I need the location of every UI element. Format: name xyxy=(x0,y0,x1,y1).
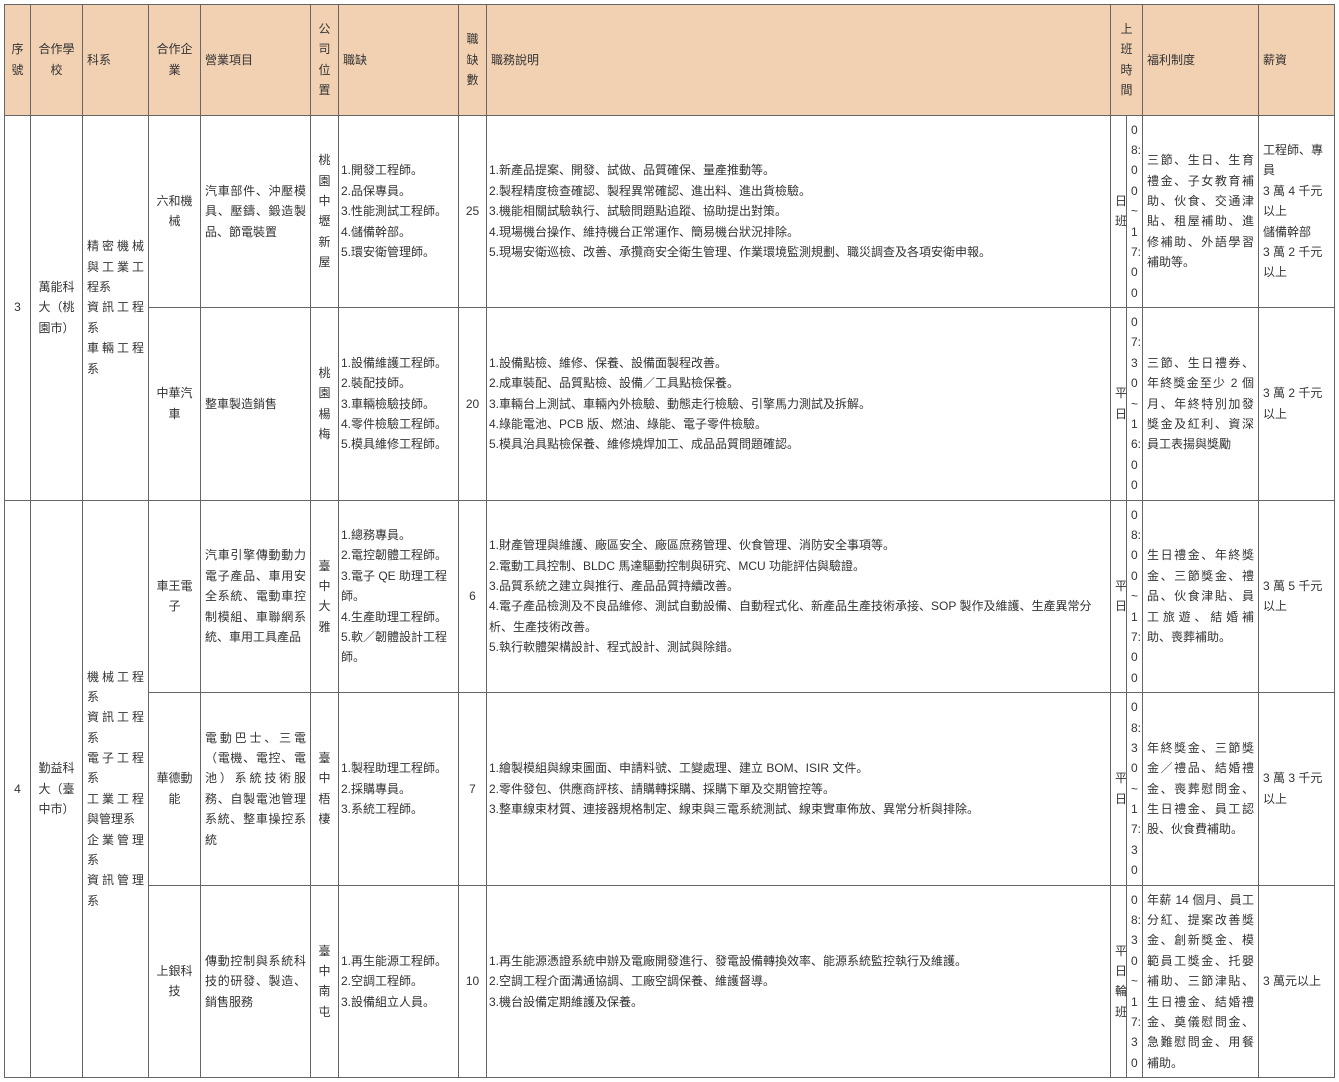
cell-welfare: 三節、生日、生育禮金、子女教育補助、伙食、交通津貼、租屋補助、進修補助、外語學習… xyxy=(1143,115,1259,308)
cell-time: 07:30~16:00 xyxy=(1127,308,1143,501)
cell-company: 上銀科技 xyxy=(149,885,201,1078)
cell-school: 萬能科大（桃園市） xyxy=(31,115,83,500)
col-welfare: 福利制度 xyxy=(1143,5,1259,116)
cell-count: 7 xyxy=(459,693,487,886)
cell-time: 08:30~17:30 xyxy=(1127,693,1143,886)
col-dept: 科系 xyxy=(83,5,149,116)
col-location: 公司位置 xyxy=(311,5,339,116)
cell-positions: 1.再生能源工程師。2.空調工程師。3.設備組立人員。 xyxy=(339,885,459,1078)
cell-salary: 3 萬 2 千元以上 xyxy=(1259,308,1335,501)
table-row: 華德動能電動巴士、三電（電機、電控、電池）系統技術服務、自製電池管理系統、整車操… xyxy=(5,693,1335,886)
table-row: 4勤益科大（臺中市）機械工程系資訊工程系電子工程系工業工程與管理系企業管理系資訊… xyxy=(5,500,1335,693)
cell-count: 10 xyxy=(459,885,487,1078)
cell-business: 傳動控制與系統科技的研發、製造、銷售服務 xyxy=(201,885,311,1078)
cell-description: 1.財產管理與維護、廠區安全、廠區庶務管理、伙食管理、消防安全事項等。2.電動工… xyxy=(487,500,1111,693)
cell-shift: 平日 xyxy=(1111,500,1127,693)
col-salary: 薪資 xyxy=(1259,5,1335,116)
cell-positions: 1.開發工程師。2.品保專員。3.性能測試工程師。4.儲備幹部。5.環安衛管理師… xyxy=(339,115,459,308)
cell-seq: 4 xyxy=(5,500,31,1078)
cell-count: 20 xyxy=(459,308,487,501)
cell-shift: 平日 xyxy=(1111,308,1127,501)
cell-description: 1.繪製模組與線束圖面、申請料號、工變處理、建立 BOM、ISIR 文件。2.零… xyxy=(487,693,1111,886)
cell-company: 華德動能 xyxy=(149,693,201,886)
cell-company: 六和機械 xyxy=(149,115,201,308)
cell-company: 車王電子 xyxy=(149,500,201,693)
cell-dept: 精密機械與工業工程系資訊工程系車輛工程系 xyxy=(83,115,149,500)
cooperation-table: 序號 合作學校 科系 合作企業 營業項目 公司位置 職缺 職缺數 職務說明 上班… xyxy=(4,4,1335,1078)
cell-welfare: 三節、生日禮券、年終獎金至少 2 個月、年終特別加發獎金及紅利、資深員工表揚與獎… xyxy=(1143,308,1259,501)
cell-school: 勤益科大（臺中市） xyxy=(31,500,83,1078)
cell-business: 電動巴士、三電（電機、電控、電池）系統技術服務、自製電池管理系統、整車操控系統 xyxy=(201,693,311,886)
cell-welfare: 年薪 14 個月、員工分紅、提案改善獎金、創新獎金、模範員工獎金、托嬰補助、三節… xyxy=(1143,885,1259,1078)
cell-time: 08:00~17:00 xyxy=(1127,500,1143,693)
cell-location: 臺中梧棲 xyxy=(311,693,339,886)
col-seq: 序號 xyxy=(5,5,31,116)
cell-company: 中華汽車 xyxy=(149,308,201,501)
col-count: 職缺數 xyxy=(459,5,487,116)
cell-welfare: 年終獎金、三節獎金／禮品、結婚禮金、喪葬慰問金、生日禮金、員工認股、伙食費補助。 xyxy=(1143,693,1259,886)
cell-description: 1.設備點檢、維修、保養、設備面製程改善。2.成車裝配、品質點檢、設備／工具點檢… xyxy=(487,308,1111,501)
cell-seq: 3 xyxy=(5,115,31,500)
cell-shift: 日班 xyxy=(1111,115,1127,308)
cell-time: 08:00~17:00 xyxy=(1127,115,1143,308)
table-header: 序號 合作學校 科系 合作企業 營業項目 公司位置 職缺 職缺數 職務說明 上班… xyxy=(5,5,1335,116)
col-positions: 職缺 xyxy=(339,5,459,116)
cell-business: 汽車部件、沖壓模具、壓鑄、鍛造製品、節電裝置 xyxy=(201,115,311,308)
cell-positions: 1.總務專員。2.電控韌體工程師。3.電子 QE 助理工程師。4.生產助理工程師… xyxy=(339,500,459,693)
col-desc: 職務說明 xyxy=(487,5,1111,116)
table-row: 上銀科技傳動控制與系統科技的研發、製造、銷售服務臺中南屯1.再生能源工程師。2.… xyxy=(5,885,1335,1078)
col-shift: 上班時間 xyxy=(1111,5,1143,116)
cell-salary: 3 萬 3 千元以上 xyxy=(1259,693,1335,886)
col-business: 營業項目 xyxy=(201,5,311,116)
cell-positions: 1.製程助理工程師。2.採購專員。3.系統工程師。 xyxy=(339,693,459,886)
cell-business: 整車製造銷售 xyxy=(201,308,311,501)
cell-welfare: 生日禮金、年終獎金、三節獎金、禮品、伙食津貼、員工旅遊、結婚補助、喪葬補助。 xyxy=(1143,500,1259,693)
col-school: 合作學校 xyxy=(31,5,83,116)
col-company: 合作企業 xyxy=(149,5,201,116)
cell-shift: 平日輪班 xyxy=(1111,885,1127,1078)
cell-salary: 3 萬元以上 xyxy=(1259,885,1335,1078)
cell-description: 1.再生能源憑證系統申辦及電廠開發進行、發電設備轉換效率、能源系統監控執行及維護… xyxy=(487,885,1111,1078)
cell-description: 1.新產品提案、開發、試做、品質確保、量產推動等。2.製程精度檢查確認、製程異常… xyxy=(487,115,1111,308)
cell-salary: 3 萬 5 千元以上 xyxy=(1259,500,1335,693)
table-row: 中華汽車整車製造銷售桃園楊梅1.設備維護工程師。2.裝配技師。3.車輛檢驗技師。… xyxy=(5,308,1335,501)
cell-location: 桃園中壢新屋 xyxy=(311,115,339,308)
cell-shift: 平日 xyxy=(1111,693,1127,886)
cell-dept: 機械工程系資訊工程系電子工程系工業工程與管理系企業管理系資訊管理系 xyxy=(83,500,149,1078)
cell-business: 汽車引擎傳動動力電子產品、車用安全系統、電動車控制模組、車聯網系統、車用工具產品 xyxy=(201,500,311,693)
table-row: 3萬能科大（桃園市）精密機械與工業工程系資訊工程系車輛工程系六和機械汽車部件、沖… xyxy=(5,115,1335,308)
cell-count: 25 xyxy=(459,115,487,308)
cell-location: 桃園楊梅 xyxy=(311,308,339,501)
cell-time: 08:30~17:30 xyxy=(1127,885,1143,1078)
cell-salary: 工程師、專員3 萬 4 千元以上儲備幹部3 萬 2 千元以上 xyxy=(1259,115,1335,308)
cell-location: 臺中南屯 xyxy=(311,885,339,1078)
table-body: 3萬能科大（桃園市）精密機械與工業工程系資訊工程系車輛工程系六和機械汽車部件、沖… xyxy=(5,115,1335,1078)
cell-count: 6 xyxy=(459,500,487,693)
cell-location: 臺中大雅 xyxy=(311,500,339,693)
cell-positions: 1.設備維護工程師。2.裝配技師。3.車輛檢驗技師。4.零件檢驗工程師。5.模具… xyxy=(339,308,459,501)
